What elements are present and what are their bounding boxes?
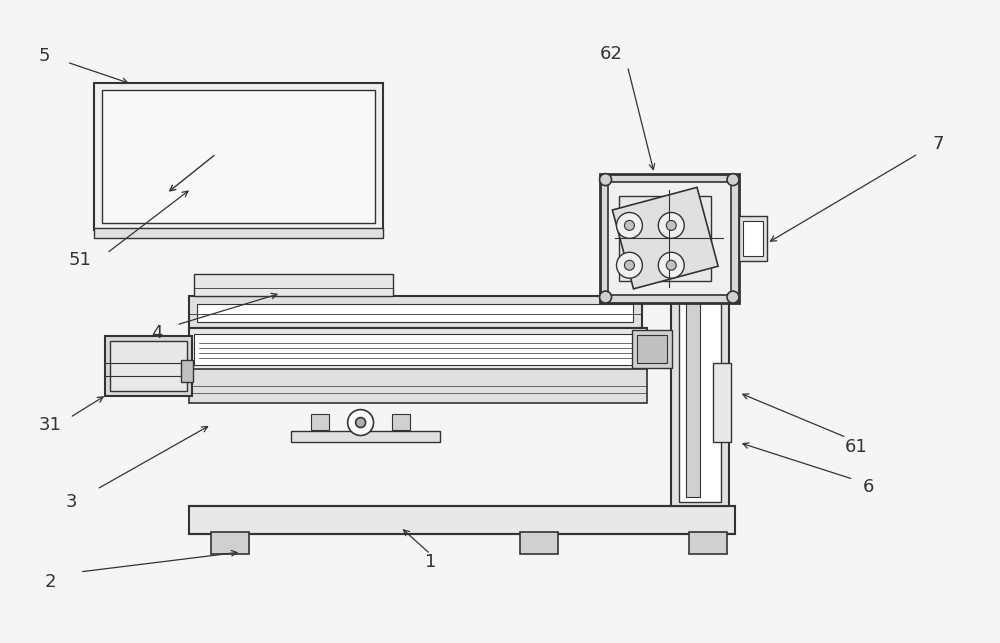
Bar — [600, 174, 739, 303]
Bar — [105, 336, 192, 395]
Circle shape — [348, 410, 374, 435]
Circle shape — [624, 260, 634, 270]
Circle shape — [356, 417, 366, 428]
Text: 4: 4 — [151, 324, 162, 342]
Text: 51: 51 — [68, 251, 91, 269]
Bar — [632, 330, 672, 368]
Bar — [608, 181, 731, 295]
Circle shape — [727, 174, 739, 186]
Text: 3: 3 — [66, 493, 78, 511]
Bar — [94, 228, 383, 239]
Bar — [102, 90, 375, 223]
Text: 61: 61 — [845, 439, 868, 457]
Text: 2: 2 — [44, 573, 56, 591]
Bar — [189, 506, 735, 534]
Bar — [689, 532, 727, 554]
Bar — [713, 363, 731, 442]
Bar — [110, 341, 187, 391]
Bar — [686, 228, 700, 497]
Circle shape — [666, 260, 676, 270]
Circle shape — [658, 252, 684, 278]
Bar — [671, 217, 729, 506]
Text: 5: 5 — [38, 47, 50, 65]
Bar — [392, 413, 410, 430]
Circle shape — [616, 252, 642, 278]
Bar — [94, 83, 383, 230]
Text: 1: 1 — [425, 553, 436, 571]
FancyBboxPatch shape — [619, 195, 711, 281]
Circle shape — [624, 221, 634, 230]
Bar — [194, 334, 642, 365]
Text: 7: 7 — [932, 135, 944, 153]
Circle shape — [616, 212, 642, 239]
Bar — [637, 335, 667, 363]
Bar — [520, 532, 558, 554]
FancyBboxPatch shape — [612, 187, 718, 289]
Bar — [189, 296, 642, 328]
Bar — [189, 328, 647, 370]
Circle shape — [666, 221, 676, 230]
Bar — [743, 221, 763, 257]
Bar — [311, 413, 329, 430]
Text: 62: 62 — [600, 45, 623, 63]
Bar — [181, 360, 193, 382]
Bar — [194, 274, 393, 296]
Bar — [189, 369, 647, 403]
Bar — [739, 217, 767, 261]
Text: 6: 6 — [863, 478, 874, 496]
Bar — [291, 431, 440, 442]
Circle shape — [658, 212, 684, 239]
Bar — [197, 304, 633, 322]
Circle shape — [600, 174, 612, 186]
Text: 31: 31 — [39, 415, 61, 433]
Circle shape — [727, 291, 739, 303]
Circle shape — [600, 291, 612, 303]
Bar — [679, 221, 721, 502]
Bar — [211, 532, 249, 554]
